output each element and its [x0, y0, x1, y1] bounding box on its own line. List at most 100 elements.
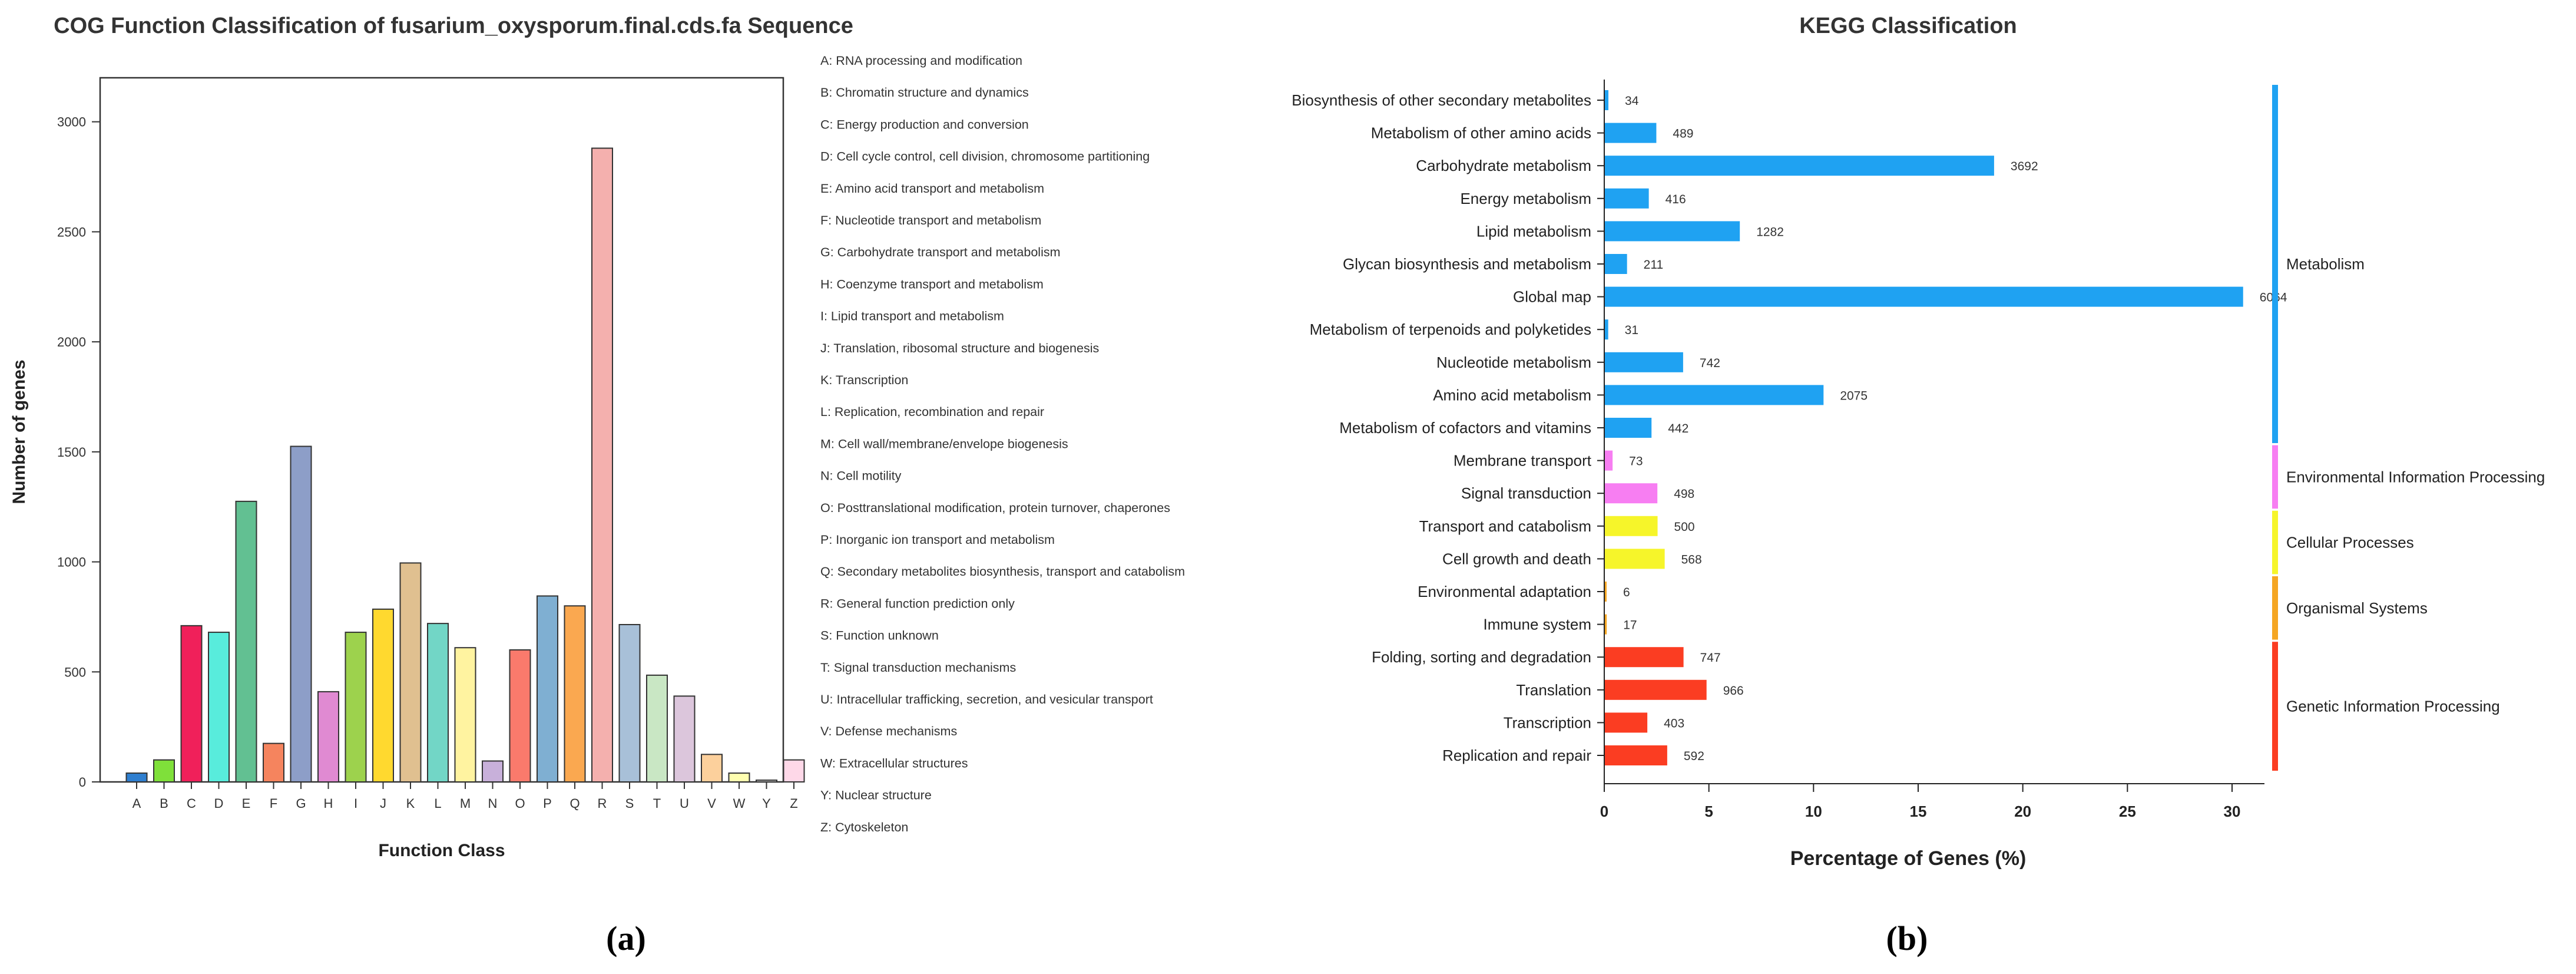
kegg-bar-count-label: 34	[1625, 94, 1639, 108]
cog-x-tick-label: H	[324, 796, 333, 811]
cog-legend-item: S: Function unknown	[820, 629, 939, 643]
kegg-bar-count-label: 403	[1664, 717, 1684, 730]
kegg-x-tick-label: 30	[2224, 803, 2241, 820]
cog-bar-T	[646, 674, 668, 782]
kegg-bar	[1605, 123, 1657, 143]
cog-legend-item: Q: Secondary metabolites biosynthesis, t…	[820, 564, 1185, 579]
cog-bar-B	[153, 759, 175, 782]
cog-x-tick-label: U	[680, 796, 689, 811]
kegg-bar	[1605, 221, 1740, 242]
cog-bar-O	[509, 649, 531, 782]
cog-bar-P	[537, 595, 558, 782]
kegg-bar	[1605, 745, 1667, 765]
kegg-bar	[1605, 156, 1994, 176]
kegg-category-label: Metabolism of cofactors and vitamins	[1339, 419, 1591, 437]
kegg-bar-count-label: 6	[1623, 586, 1630, 599]
kegg-bar	[1605, 254, 1627, 274]
cog-bar-H	[317, 691, 339, 782]
kegg-bar-count-label: 211	[1644, 258, 1663, 272]
cog-x-tick-label: F	[270, 796, 277, 811]
kegg-bar	[1605, 712, 1648, 733]
cog-bar-Q	[564, 605, 586, 782]
kegg-group-label: Cellular Processes	[2286, 534, 2414, 552]
kegg-category-label: Translation	[1516, 681, 1591, 699]
kegg-bar-count-label: 416	[1666, 193, 1686, 206]
kegg-group-bracket	[2272, 510, 2278, 575]
kegg-x-tick-label: 25	[2119, 803, 2136, 820]
kegg-group-label: Environmental Information Processing	[2286, 468, 2545, 486]
cog-legend-item: F: Nucleotide transport and metabolism	[820, 213, 1041, 227]
cog-bar-R	[591, 147, 613, 782]
kegg-bar	[1605, 418, 1652, 438]
cog-legend-item: T: Signal transduction mechanisms	[820, 661, 1016, 675]
cog-legend-item: I: Lipid transport and metabolism	[820, 309, 1004, 323]
kegg-x-tick-label: 5	[1704, 803, 1713, 820]
cog-legend-item: E: Amino acid transport and metabolism	[820, 181, 1044, 196]
panel-label-a: (a)	[606, 919, 646, 958]
cog-x-tick-label: Q	[569, 796, 580, 811]
cog-x-tick-label: J	[380, 796, 386, 811]
kegg-bar	[1605, 516, 1658, 536]
cog-y-tick-label: 500	[64, 665, 86, 679]
kegg-bar-count-label: 31	[1625, 323, 1638, 337]
cog-legend-item: Z: Cytoskeleton	[820, 820, 908, 834]
cog-legend-item: U: Intracellular trafficking, secretion,…	[820, 692, 1153, 706]
cog-bar-D	[208, 632, 230, 782]
cog-bar-N	[482, 760, 504, 782]
kegg-group-label: Organismal Systems	[2286, 599, 2428, 617]
cog-title: COG Function Classification of fusarium_…	[54, 14, 853, 38]
kegg-category-label: Transport and catabolism	[1419, 517, 1591, 535]
cog-legend-item: H: Coenzyme transport and metabolism	[820, 277, 1044, 291]
cog-bar-K	[399, 562, 422, 782]
kegg-category-label: Amino acid metabolism	[1433, 386, 1591, 404]
kegg-category-label: Nucleotide metabolism	[1436, 354, 1591, 371]
cog-bar-F	[263, 742, 284, 782]
cog-x-tick-label: G	[296, 796, 306, 811]
cog-y-tick-label: 2500	[57, 224, 86, 239]
cog-y-tick-label: 0	[79, 775, 86, 790]
cog-x-tick-label: I	[354, 796, 357, 811]
kegg-group-label: Metabolism	[2286, 255, 2365, 273]
kegg-group-bracket	[2272, 445, 2278, 509]
cog-x-tick-label: V	[707, 796, 716, 811]
kegg-x-tick-label: 15	[1910, 803, 1927, 820]
kegg-bar	[1605, 679, 1707, 700]
cog-x-tick-label: C	[187, 796, 196, 811]
cog-x-tick-label: T	[653, 796, 661, 811]
kegg-category-label: Energy metabolism	[1460, 190, 1591, 207]
cog-legend-item: C: Energy production and conversion	[820, 117, 1029, 131]
kegg-bar-count-label: 568	[1681, 553, 1702, 566]
kegg-bar-count-label: 2075	[1840, 389, 1868, 402]
cog-x-tick-label: A	[133, 796, 141, 811]
kegg-category-label: Folding, sorting and degradation	[1372, 648, 1591, 666]
kegg-bar-count-label: 592	[1684, 750, 1704, 763]
kegg-bar	[1605, 90, 1609, 110]
cog-bar-W	[728, 772, 750, 782]
kegg-bar-count-label: 489	[1673, 127, 1693, 141]
kegg-bar	[1605, 614, 1607, 635]
kegg-bar	[1605, 352, 1683, 372]
kegg-category-label: Glycan biosynthesis and metabolism	[1343, 255, 1591, 273]
cog-legend-item: W: Extracellular structures	[820, 756, 968, 770]
cog-bar-Z	[783, 759, 805, 782]
kegg-bar-count-label: 73	[1629, 455, 1643, 468]
cog-bar-S	[618, 623, 641, 782]
kegg-category-label: Immune system	[1484, 616, 1592, 633]
cog-legend-item: L: Replication, recombination and repair	[820, 405, 1044, 419]
cog-bar-G	[290, 445, 312, 782]
kegg-bar	[1605, 647, 1684, 668]
cog-x-axis-label: Function Class	[378, 841, 505, 860]
cog-x-tick-label: R	[598, 796, 607, 811]
cog-x-tick-label: S	[625, 796, 634, 811]
kegg-category-label: Signal transduction	[1461, 484, 1591, 502]
cog-x-tick-label: O	[515, 796, 525, 811]
kegg-x-axis-label: Percentage of Genes (%)	[1790, 847, 2027, 870]
kegg-bar-count-label: 17	[1623, 619, 1637, 632]
cog-legend-item: P: Inorganic ion transport and metabolis…	[820, 533, 1055, 547]
kegg-x-tick-label: 10	[1805, 803, 1822, 820]
cog-bar-E	[235, 500, 257, 782]
kegg-group-bracket	[2272, 576, 2278, 640]
kegg-group-bracket	[2272, 642, 2278, 771]
kegg-bar	[1605, 450, 1613, 471]
